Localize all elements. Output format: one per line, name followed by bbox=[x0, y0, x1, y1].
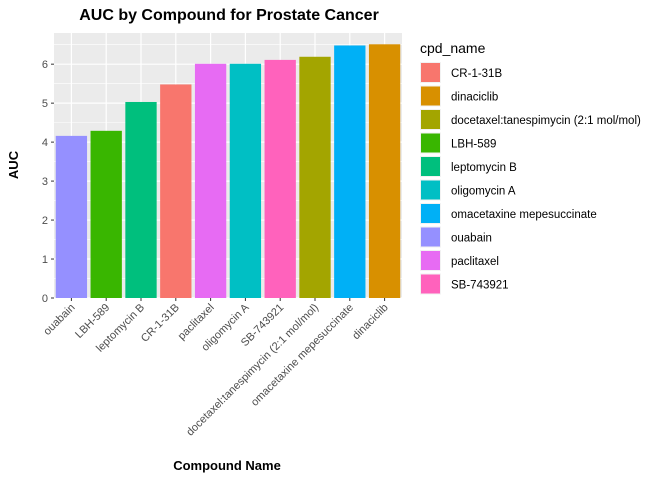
bar-omacetaxine-mepesuccinate bbox=[334, 45, 366, 299]
bar-sb-743921 bbox=[264, 59, 296, 298]
bar-leptomycin-b bbox=[125, 101, 157, 299]
x-axis-title: Compound Name bbox=[173, 458, 281, 473]
bar-oligomycin-a bbox=[229, 63, 262, 298]
legend-swatch bbox=[421, 86, 440, 106]
y-tick-label: 6 bbox=[42, 59, 48, 71]
legend-label: paclitaxel bbox=[451, 256, 499, 268]
legend-swatch bbox=[421, 110, 440, 129]
legend-title: cpd_name bbox=[420, 40, 486, 56]
y-tick-label: 2 bbox=[42, 215, 48, 227]
y-tick-label: 5 bbox=[42, 98, 48, 110]
y-tick-label: 0 bbox=[42, 293, 48, 305]
legend-label: LBH-589 bbox=[451, 139, 496, 151]
bar-cr-1-31b bbox=[160, 84, 192, 298]
legend-swatch bbox=[421, 227, 440, 247]
y-axis-title: AUC bbox=[6, 150, 21, 179]
legend-label: dinaciclib bbox=[451, 92, 498, 104]
bar-lbh-589 bbox=[90, 130, 122, 298]
bars bbox=[55, 44, 401, 299]
legend-label: docetaxel:tanespimycin (2:1 mol/mol) bbox=[451, 115, 641, 127]
bar-docetaxel-tanespimycin-2-1-mol-mol- bbox=[299, 56, 331, 298]
chart-title: AUC by Compound for Prostate Cancer bbox=[79, 7, 379, 24]
legend-label: CR-1-31B bbox=[451, 68, 502, 80]
legend-swatch bbox=[421, 204, 440, 223]
y-axis: 0 1 2 3 4 5 6 bbox=[42, 59, 54, 305]
x-tick-label: CR-1-31B bbox=[139, 302, 182, 345]
legend-label: ouabain bbox=[451, 233, 492, 245]
legend-swatch bbox=[421, 180, 440, 200]
y-tick-label: 4 bbox=[42, 137, 48, 149]
legend-label: oligomycin A bbox=[451, 186, 516, 198]
legend-swatch bbox=[421, 63, 440, 82]
bar-dinaciclib bbox=[368, 44, 401, 299]
bar-paclitaxel bbox=[194, 63, 227, 298]
legend-swatch bbox=[421, 133, 440, 153]
legend-swatch bbox=[421, 251, 440, 270]
x-tick-label: dinaciclib bbox=[350, 302, 390, 342]
legend-label: omacetaxine mepesuccinate bbox=[451, 209, 597, 221]
legend-label: leptomycin B bbox=[451, 162, 517, 174]
y-tick-label: 1 bbox=[42, 254, 48, 266]
y-tick-label: 3 bbox=[42, 176, 48, 188]
legend-swatch bbox=[421, 274, 440, 294]
legend-label: SB-743921 bbox=[451, 280, 509, 292]
legend: cpd_name CR-1-31B dinaciclib docetaxel:tan… bbox=[420, 40, 641, 295]
x-tick-label: docetaxel:tanespimycin (2:1 mol/mol) bbox=[184, 302, 321, 439]
bar-ouabain bbox=[55, 135, 88, 298]
legend-swatch bbox=[421, 157, 440, 176]
